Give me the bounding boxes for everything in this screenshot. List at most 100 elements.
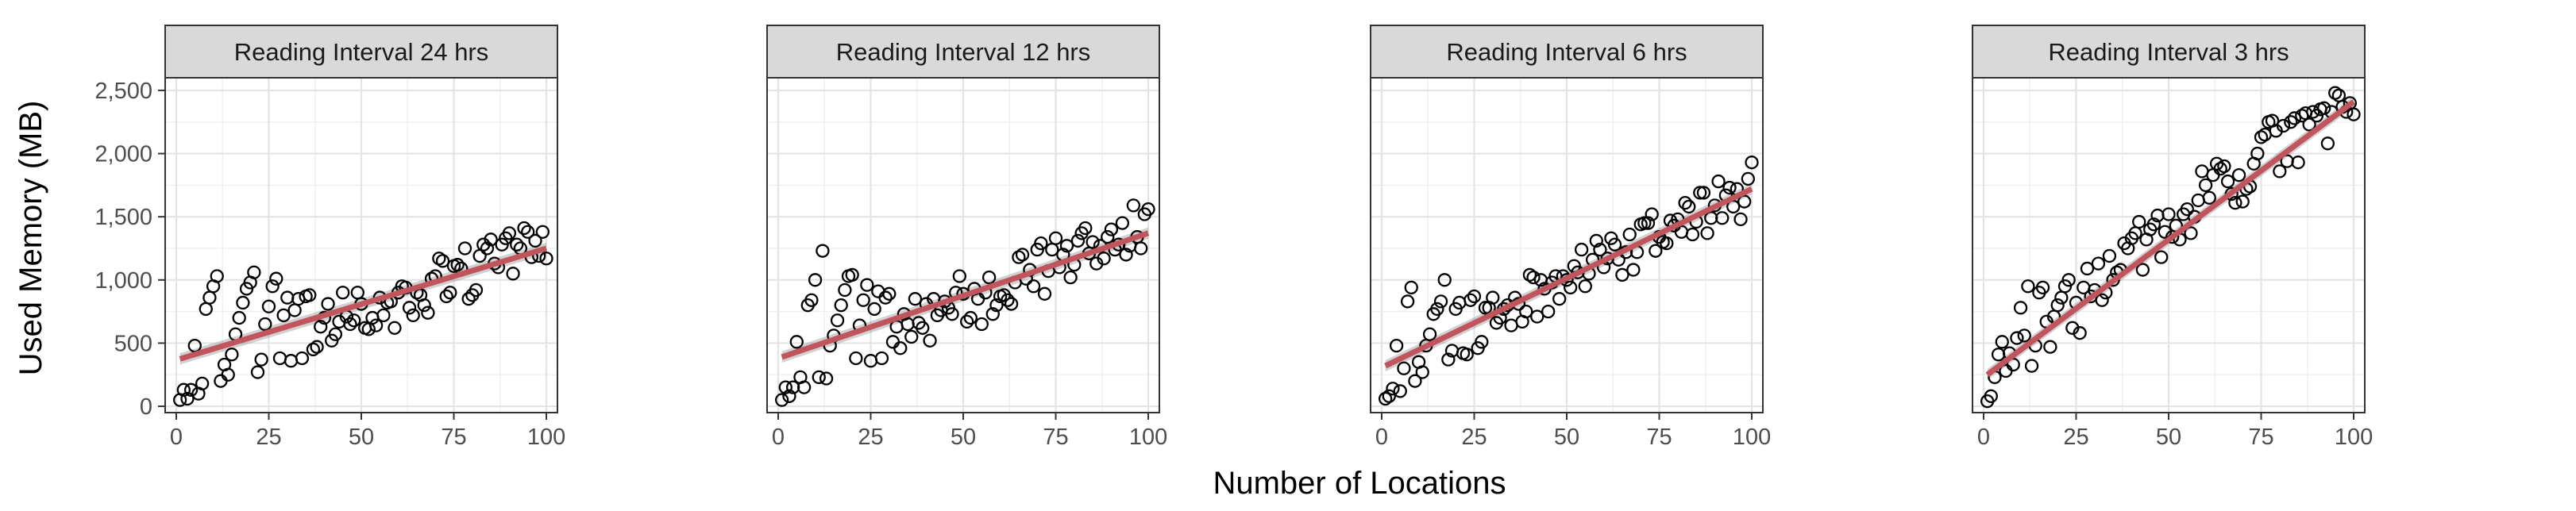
data-point (2184, 226, 2198, 240)
data-point (808, 273, 823, 287)
data-point (314, 320, 328, 334)
data-point (2154, 250, 2169, 264)
data-point (804, 293, 819, 307)
data-point (1437, 273, 1452, 287)
data-point (295, 351, 310, 366)
data-point (1626, 263, 1641, 277)
data-point (180, 391, 195, 406)
x-tick-label: 75 (1043, 425, 1068, 450)
data-point (1478, 301, 1493, 315)
x-tick-label: 50 (2156, 425, 2181, 450)
data-point (1086, 235, 1100, 249)
data-point (1422, 327, 1437, 341)
data-point (2135, 263, 2150, 277)
facet-strip (766, 25, 1160, 79)
data-point (2073, 326, 2087, 340)
x-tick-label: 100 (527, 425, 565, 450)
data-point (2080, 261, 2095, 276)
data-point (183, 382, 199, 397)
data-point (893, 341, 908, 355)
data-point (1737, 194, 1752, 209)
data-point (845, 267, 859, 282)
data-point (1622, 227, 1637, 242)
data-point (265, 279, 280, 294)
data-point (250, 365, 265, 379)
data-point (236, 295, 250, 310)
data-point (1486, 290, 1500, 305)
data-point (1078, 221, 1093, 236)
data-point (812, 370, 826, 385)
data-point (195, 376, 210, 391)
data-point (908, 292, 923, 306)
x-tick-label: 0 (170, 425, 183, 450)
x-tick-label: 75 (441, 425, 466, 450)
data-point (368, 318, 384, 332)
data-point (2317, 101, 2331, 115)
data-point (774, 393, 789, 407)
data-point (782, 389, 796, 403)
data-point (439, 289, 453, 304)
data-point (1984, 389, 1998, 403)
data-point (963, 310, 978, 325)
x-tick-label: 50 (1554, 425, 1579, 450)
data-point (450, 258, 465, 272)
data-point (2320, 136, 2335, 151)
y-tick-label: 2,000 (94, 142, 152, 167)
data-point (421, 305, 435, 320)
data-point (1104, 222, 1119, 236)
data-point (1048, 231, 1063, 245)
x-tick-label: 25 (858, 425, 883, 450)
data-point (882, 286, 897, 301)
x-tick-label: 100 (2335, 425, 2373, 450)
data-point (1696, 186, 1711, 200)
facet-strip (1972, 25, 2366, 79)
data-point (1578, 279, 1592, 294)
data-point (860, 278, 874, 292)
data-point (1741, 171, 1756, 186)
data-point (2146, 217, 2161, 232)
data-point (510, 237, 524, 252)
data-point (469, 282, 484, 298)
data-point (2291, 156, 2305, 170)
data-point (1397, 361, 1411, 375)
data-point (176, 382, 191, 397)
data-point (989, 298, 1004, 313)
x-tick-label: 75 (1646, 425, 1672, 450)
data-point (1063, 270, 1078, 285)
data-point (1564, 280, 1578, 294)
data-point (1615, 267, 1629, 282)
data-point (1637, 216, 1652, 230)
data-point (528, 233, 542, 248)
data-point (2050, 298, 2065, 313)
data-point (856, 293, 870, 307)
facet-panel: Reading Interval 24 hrs 0 25 50 75 100 0 500 1,0… (94, 25, 565, 450)
data-point (2347, 107, 2361, 121)
data-point (502, 226, 517, 240)
data-point (923, 333, 937, 348)
data-point (867, 302, 881, 317)
data-point (521, 225, 535, 239)
data-point (1660, 236, 1674, 251)
data-point (303, 288, 317, 302)
data-point (347, 313, 361, 328)
data-point (1641, 216, 1656, 230)
data-point (1552, 292, 1567, 306)
data-point (1001, 293, 1015, 307)
data-point (2180, 202, 2194, 217)
data-point (1693, 186, 1707, 200)
data-point (1141, 202, 1155, 217)
data-point (1430, 302, 1444, 317)
data-point (435, 254, 450, 268)
data-point (1711, 174, 1726, 189)
data-point (2024, 359, 2039, 373)
data-point (2217, 159, 2231, 174)
facet-strip-label: Reading Interval 24 hrs (234, 38, 489, 66)
data-point (849, 351, 863, 366)
data-point (2235, 194, 2250, 209)
data-point (778, 380, 792, 394)
data-point (417, 298, 431, 313)
data-point (1134, 241, 1148, 256)
data-point (1530, 309, 1544, 324)
data-point (1467, 289, 1482, 304)
